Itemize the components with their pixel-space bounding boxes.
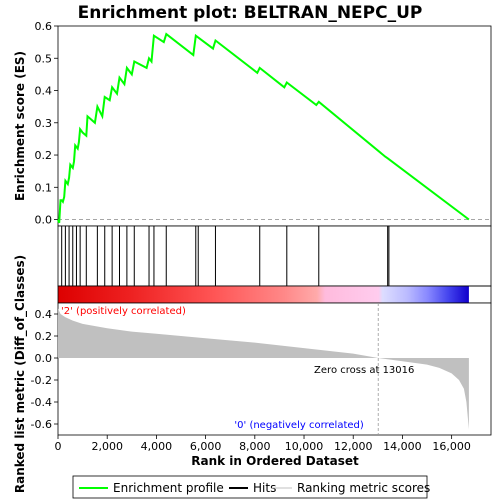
legend-label-metric: Ranking metric scores xyxy=(297,481,430,495)
enrichment-profile-line xyxy=(57,32,470,224)
negative-correlated-label: '0' (negatively correlated) xyxy=(234,420,363,431)
positive-correlated-label: '2' (positively correlated) xyxy=(61,306,186,317)
ranked-panel-frame xyxy=(57,302,492,436)
legend-label-hits: Hits xyxy=(253,481,276,495)
es-y-tick-label: 0.6 xyxy=(35,20,53,33)
x-tick-label: 6,000 xyxy=(190,440,222,453)
legend-frame xyxy=(72,475,428,499)
es-y-tick-label: 0.0 xyxy=(35,214,53,227)
es-y-axis-label: Enrichment score (ES) xyxy=(13,51,27,201)
ranked-y-tick-label: 0.4 xyxy=(35,308,53,321)
ranking-metric-area xyxy=(58,308,469,430)
es-y-tick-label: 0.5 xyxy=(35,52,53,65)
chart-title: Enrichment plot: BELTRAN_NEPC_UP xyxy=(78,3,423,23)
x-tick-label: 8,000 xyxy=(239,440,271,453)
zero-cross-label: Zero cross at 13016 xyxy=(314,365,414,376)
ranked-y-tick-label: -0.2 xyxy=(31,374,52,387)
hits-panel-frame xyxy=(57,225,492,287)
es-y-tick-label: 0.4 xyxy=(35,85,53,98)
ranked-y-tick-label: -0.4 xyxy=(31,396,52,409)
x-axis-label: Rank in Ordered Dataset xyxy=(191,454,359,468)
ranked-y-axis: 0.4 0.2 0.0 -0.2 -0.4 -0.6 xyxy=(31,308,58,431)
legend-label-enrichment: Enrichment profile xyxy=(113,481,224,495)
ranked-y-axis-label: Ranked list metric (Diff_of_Classes) xyxy=(13,255,28,493)
ranking-color-bar xyxy=(58,286,469,303)
ranked-y-tick-label: 0.2 xyxy=(35,330,53,343)
x-tick-label: 0 xyxy=(55,440,62,453)
ranked-y-tick-label: -0.6 xyxy=(31,418,52,431)
x-tick-label: 16,000 xyxy=(432,440,471,453)
x-tick-label: 14,000 xyxy=(383,440,422,453)
x-tick-label: 2,000 xyxy=(91,440,123,453)
x-tick-label: 10,000 xyxy=(285,440,324,453)
es-y-tick-label: 0.3 xyxy=(35,117,53,130)
es-y-tick-label: 0.1 xyxy=(35,181,53,194)
x-axis: 0 2,000 4,000 6,000 8,000 10,000 12,000 14,000 1… xyxy=(55,435,471,453)
es-y-tick-label: 0.2 xyxy=(35,149,53,162)
x-tick-label: 12,000 xyxy=(334,440,373,453)
es-panel-frame xyxy=(57,25,492,227)
ranked-y-tick-label: 0.0 xyxy=(35,352,53,365)
hits-group xyxy=(61,226,390,286)
es-y-axis: 0.0 0.1 0.2 0.3 0.4 0.5 0.6 xyxy=(35,20,58,227)
x-tick-label: 4,000 xyxy=(141,440,173,453)
